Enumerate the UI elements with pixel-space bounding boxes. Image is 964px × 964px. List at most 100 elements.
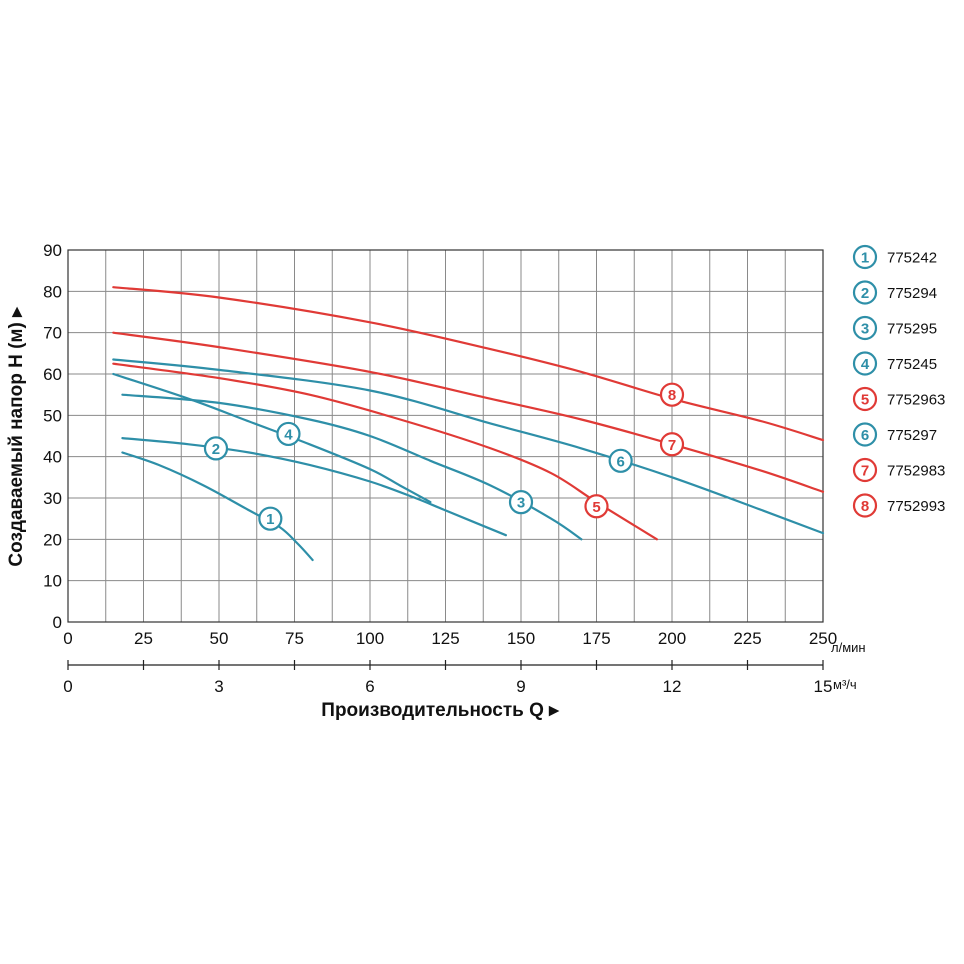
x-tick-label-lmin: 50 [210, 629, 229, 648]
series-line-5 [112, 362, 658, 541]
y-tick-label: 80 [43, 282, 62, 301]
x-unit-m3h: м³/ч [833, 677, 857, 692]
legend-number: 8 [861, 498, 869, 515]
y-tick-label: 10 [43, 572, 62, 591]
curve-label-number: 6 [616, 453, 624, 470]
x-tick-label-lmin: 200 [658, 629, 686, 648]
x-unit-lmin: л/мин [831, 640, 866, 655]
legend-code: 7752963 [887, 392, 945, 409]
legend-marker [852, 457, 878, 483]
x-tick-label-m3h: 15 [814, 677, 833, 696]
curve-label-2: 2 [203, 436, 229, 461]
curve-label-number: 1 [266, 511, 274, 528]
curve-label-circle [659, 382, 685, 407]
curve-label-6: 6 [608, 448, 633, 473]
series-line-4 [112, 372, 432, 504]
legend-entry-4: 4 775245 [852, 351, 937, 376]
series-line-3 [121, 393, 583, 541]
legend-code: 7752993 [887, 498, 945, 515]
y-tick-label: 0 [53, 613, 62, 632]
y-tick-label: 40 [43, 448, 62, 467]
x-tick-label-m3h: 0 [63, 677, 72, 696]
legend-marker [852, 386, 878, 412]
y-tick-label: 90 [43, 241, 62, 260]
legend-entry-3: 3 775295 [852, 315, 937, 341]
legend-number: 7 [861, 463, 869, 480]
curve-label-circle [508, 490, 534, 515]
curve-label-circle [258, 506, 283, 531]
curve-label-number: 2 [212, 441, 220, 458]
curve-label-number: 7 [668, 437, 676, 454]
curve-label-4: 4 [276, 421, 301, 447]
x-tick-label-lmin: 225 [733, 629, 761, 648]
y-tick-label: 30 [43, 489, 62, 508]
legend-number: 1 [861, 250, 869, 267]
y-axis-title: Создаваемый напор Н (м) ▸ [6, 306, 27, 567]
y-tick-label: 60 [43, 365, 62, 384]
curve-label-circle [659, 432, 685, 457]
y-tick-label: 20 [43, 530, 62, 549]
x-tick-label-lmin: 150 [507, 629, 535, 648]
series-line-7 [112, 331, 825, 493]
x-tick-label-m3h: 9 [516, 677, 525, 696]
legend-code: 775297 [887, 427, 937, 444]
legend-number: 2 [861, 285, 869, 302]
curve-label-number: 3 [517, 495, 525, 512]
legend-entry-5: 5 7752963 [852, 386, 945, 412]
curve-label-number: 4 [284, 426, 293, 443]
legend-marker [852, 244, 878, 270]
curve-label-1: 1 [258, 506, 283, 531]
legend-number: 3 [861, 321, 869, 338]
legend-code: 775295 [887, 321, 937, 338]
legend-marker [852, 280, 878, 305]
x-tick-label-m3h: 3 [214, 677, 223, 696]
legend-marker [852, 315, 878, 341]
x-tick-label-lmin: 125 [431, 629, 459, 648]
curve-label-8: 8 [659, 382, 685, 407]
x-tick-label-lmin: 25 [134, 629, 153, 648]
legend-code: 775242 [887, 250, 937, 267]
legend-code: 775245 [887, 356, 937, 373]
y-tick-label: 70 [43, 324, 62, 343]
curve-label-5: 5 [584, 494, 609, 519]
series-line-2 [121, 437, 507, 537]
legend-code: 7752983 [887, 463, 945, 480]
legend-entry-2: 2 775294 [852, 280, 937, 305]
legend-marker [852, 422, 878, 447]
legend-marker [852, 351, 878, 376]
curve-label-7: 7 [659, 432, 685, 457]
legend-code: 775294 [887, 285, 937, 302]
legend-entry-1: 1 775242 [852, 244, 937, 270]
legend-marker [852, 493, 878, 518]
curve-label-3: 3 [508, 490, 534, 515]
x-tick-label-lmin: 100 [356, 629, 384, 648]
x-tick-label-lmin: 175 [582, 629, 610, 648]
grid [67, 249, 824, 623]
curve-label-circle [584, 494, 609, 519]
series-line-1 [121, 451, 314, 562]
legend-number: 5 [861, 392, 869, 409]
y-tick-label: 50 [43, 406, 62, 425]
plot-frame [67, 249, 824, 623]
x-tick-label-lmin: 250 [809, 629, 837, 648]
x-axis-title: Производительность Q ▸ [321, 700, 560, 721]
curve-label-circle [203, 436, 229, 461]
curve-label-circle [608, 448, 633, 473]
legend-number: 4 [861, 356, 870, 373]
legend-entry-8: 8 7752993 [852, 493, 945, 518]
series-line-6 [112, 358, 825, 535]
x-tick-label-lmin: 75 [285, 629, 304, 648]
legend-entry-7: 7 7752983 [852, 457, 945, 483]
curve-labels: 1 2 3 4 5 6 7 8 [203, 382, 685, 531]
curve-label-number: 8 [668, 387, 676, 404]
legend-entry-6: 6 775297 [852, 422, 937, 447]
curve-label-number: 5 [592, 499, 600, 516]
axes: Создаваемый напор Н (м) ▸ Производительн… [6, 241, 866, 721]
x-tick-label-m3h: 12 [663, 677, 682, 696]
x-tick-label-m3h: 6 [365, 677, 374, 696]
series-line-8 [112, 286, 825, 442]
x-tick-label-lmin: 0 [63, 629, 72, 648]
curve-label-circle [276, 421, 301, 447]
